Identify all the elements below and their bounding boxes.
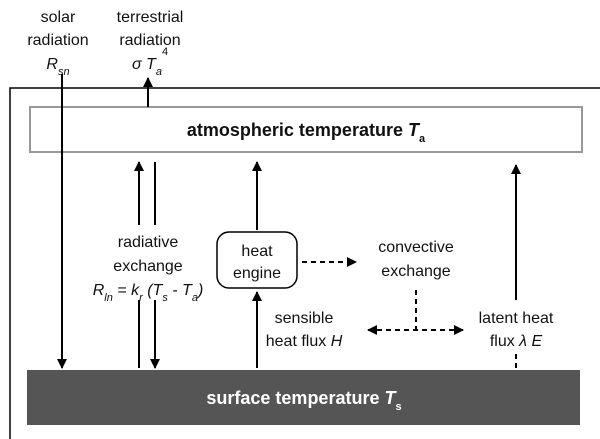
subscript: a — [419, 133, 426, 145]
symbol: σ T — [132, 56, 157, 73]
sensible-label: sensible — [275, 310, 334, 327]
label: flux — [490, 333, 519, 350]
latent-label: flux λ E — [490, 333, 543, 350]
formula-part: R — [93, 282, 105, 299]
label: atmospheric temperature — [187, 120, 408, 140]
solar-label: solar — [41, 9, 76, 26]
symbol: H — [331, 333, 343, 350]
formula-part: (T — [143, 282, 164, 299]
symbol: R — [46, 56, 58, 73]
radiative-label: exchange — [113, 258, 182, 275]
formula-sub: ln — [104, 292, 113, 304]
radiative-formula: Rln = kr (Ts - Ta) — [93, 282, 204, 304]
atmosphere-label: atmospheric temperature Ta — [187, 120, 426, 145]
terrestrial-label: radiation — [119, 32, 180, 49]
symbol: T — [384, 388, 397, 408]
convective-label: exchange — [381, 263, 450, 280]
terrestrial-symbol: σ Ta4 — [132, 46, 168, 78]
heat-engine-label: engine — [233, 265, 281, 282]
heat-engine-label: heat — [241, 243, 273, 260]
system-boundary — [9, 87, 600, 439]
formula-part: - T — [168, 282, 193, 299]
latent-label: latent heat — [479, 310, 554, 327]
subscript: s — [395, 401, 401, 413]
formula-sub: s — [162, 292, 168, 304]
label: surface temperature — [206, 388, 384, 408]
heat-engine-box — [216, 231, 298, 289]
formula-part: ) — [196, 282, 203, 299]
subscript: sn — [58, 66, 70, 78]
formula-sub: r — [139, 292, 144, 304]
solar-symbol: Rsn — [46, 56, 69, 78]
superscript: 4 — [162, 46, 168, 58]
formula-sub: a — [192, 292, 198, 304]
symbol: T — [408, 120, 421, 140]
terrestrial-label: terrestrial — [117, 9, 184, 26]
subscript: a — [156, 66, 162, 78]
radiative-label: radiative — [118, 234, 179, 251]
atmosphere-box — [29, 106, 583, 153]
formula-part: = k — [113, 282, 140, 299]
convective-label: convective — [378, 239, 454, 256]
symbol: λ E — [518, 333, 542, 350]
surface-label: surface temperature Ts — [206, 388, 401, 413]
solar-label: radiation — [27, 32, 88, 49]
label: heat flux — [266, 333, 331, 350]
surface-box — [27, 370, 580, 425]
sensible-label: heat flux H — [266, 333, 343, 350]
